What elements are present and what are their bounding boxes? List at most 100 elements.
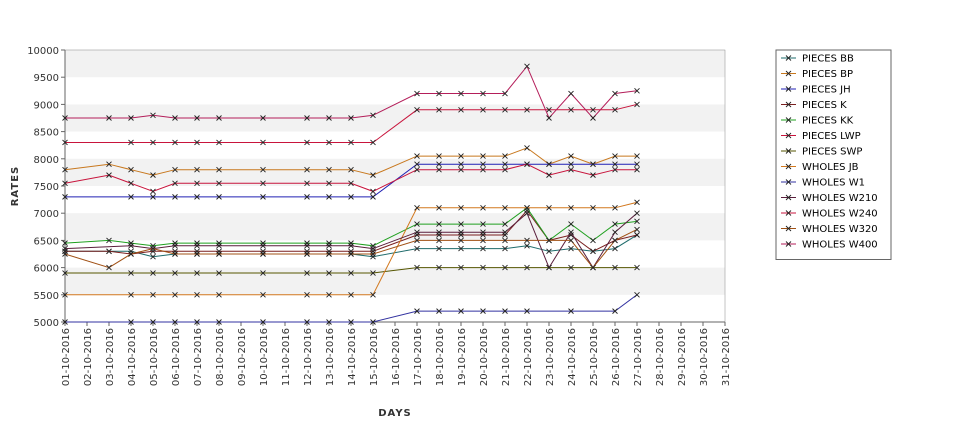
data-point (216, 139, 222, 146)
data-point (370, 139, 376, 146)
data-point (480, 204, 486, 211)
data-point (524, 63, 530, 70)
data-point (502, 221, 508, 227)
x-tick-label: 22-10-2016 (523, 328, 534, 386)
data-point (326, 180, 332, 187)
legend-marker (785, 148, 792, 154)
legend-marker (785, 70, 792, 77)
data-point (172, 291, 178, 298)
data-point (524, 204, 530, 211)
data-point (502, 166, 508, 173)
data-point (194, 270, 200, 276)
data-point (150, 245, 156, 252)
legend-marker (785, 101, 792, 108)
legend-marker (785, 55, 792, 61)
data-point (568, 229, 574, 236)
data-point (458, 237, 464, 244)
data-point (414, 221, 420, 227)
data-point (414, 237, 420, 244)
series-line (65, 294, 638, 323)
grid-bands (65, 50, 725, 295)
data-point (304, 115, 310, 121)
data-point (546, 115, 552, 121)
x-tick-label: 14-10-2016 (347, 328, 358, 386)
data-point (458, 308, 464, 314)
x-tick-label: 16-10-2016 (391, 328, 402, 386)
y-tick-label: 9500 (34, 73, 59, 84)
legend-label: PIECES JH (802, 85, 851, 96)
data-point (634, 210, 640, 217)
data-point (370, 319, 376, 325)
legend-marker (785, 241, 792, 247)
data-point (128, 270, 134, 276)
data-point (414, 107, 420, 113)
data-point (172, 243, 178, 249)
data-point (348, 139, 354, 146)
data-point (172, 115, 178, 121)
data-point (150, 270, 156, 276)
data-point (502, 264, 508, 271)
data-point (348, 319, 354, 325)
x-tick-label: 21-10-2016 (501, 328, 512, 386)
data-point (458, 153, 464, 159)
data-point (260, 243, 266, 249)
legend-label: PIECES K (802, 100, 847, 111)
data-point (502, 245, 508, 252)
data-point (260, 291, 266, 298)
grid-band (65, 158, 725, 186)
x-tick-label: 05-10-2016 (149, 328, 160, 386)
data-point (546, 107, 552, 113)
data-point (304, 166, 310, 173)
data-point (172, 194, 178, 200)
data-point (260, 319, 266, 325)
x-tick-label: 20-10-2016 (479, 328, 490, 386)
data-point (612, 153, 618, 159)
data-point (128, 319, 134, 325)
x-tick-label: 15-10-2016 (369, 328, 380, 386)
data-point (458, 204, 464, 211)
legend-label: PIECES BB (802, 54, 854, 65)
data-point (590, 237, 596, 244)
y-tick-label: 8000 (34, 155, 59, 166)
data-point (590, 107, 596, 113)
legend-item: PIECES LWP (781, 131, 861, 142)
x-tick-label: 23-10-2016 (545, 328, 556, 386)
data-point (546, 248, 552, 255)
data-point (568, 153, 574, 159)
data-point (194, 166, 200, 173)
legend-item: PIECES JH (781, 85, 851, 96)
data-point (348, 251, 354, 257)
data-point (128, 115, 134, 121)
data-point (502, 153, 508, 159)
x-tick-label: 19-10-2016 (457, 328, 468, 386)
data-point (62, 270, 68, 276)
legend-item: WHOLES W210 (781, 193, 878, 204)
data-point (260, 270, 266, 276)
series-line (65, 267, 637, 274)
data-point (634, 226, 640, 233)
data-point (524, 264, 530, 271)
y-tick-label: 6500 (34, 236, 59, 247)
legend-box (775, 49, 892, 260)
data-point (436, 90, 442, 97)
x-tick-label: 27-10-2016 (633, 328, 644, 386)
data-point (62, 166, 68, 173)
y-tick-label: 5500 (34, 291, 59, 302)
y-tick-label: 7000 (34, 209, 59, 220)
legend-item: PIECES BB (781, 54, 854, 65)
data-point (370, 245, 376, 252)
data-point (370, 251, 376, 257)
legend-item: PIECES K (781, 100, 847, 111)
data-point (216, 194, 222, 200)
data-point (502, 90, 508, 97)
data-point (216, 166, 222, 173)
data-point (524, 243, 530, 249)
data-point (128, 139, 134, 146)
data-point (436, 204, 442, 211)
data-point (458, 161, 464, 168)
legend-item: WHOLES W320 (781, 224, 878, 235)
data-point (216, 115, 222, 121)
data-point (634, 264, 640, 271)
data-point (150, 112, 156, 119)
data-point (634, 87, 640, 94)
